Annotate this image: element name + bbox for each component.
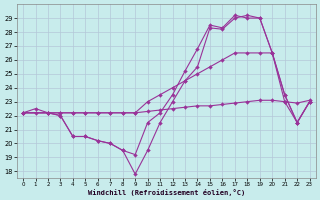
X-axis label: Windchill (Refroidissement éolien,°C): Windchill (Refroidissement éolien,°C): [88, 189, 245, 196]
